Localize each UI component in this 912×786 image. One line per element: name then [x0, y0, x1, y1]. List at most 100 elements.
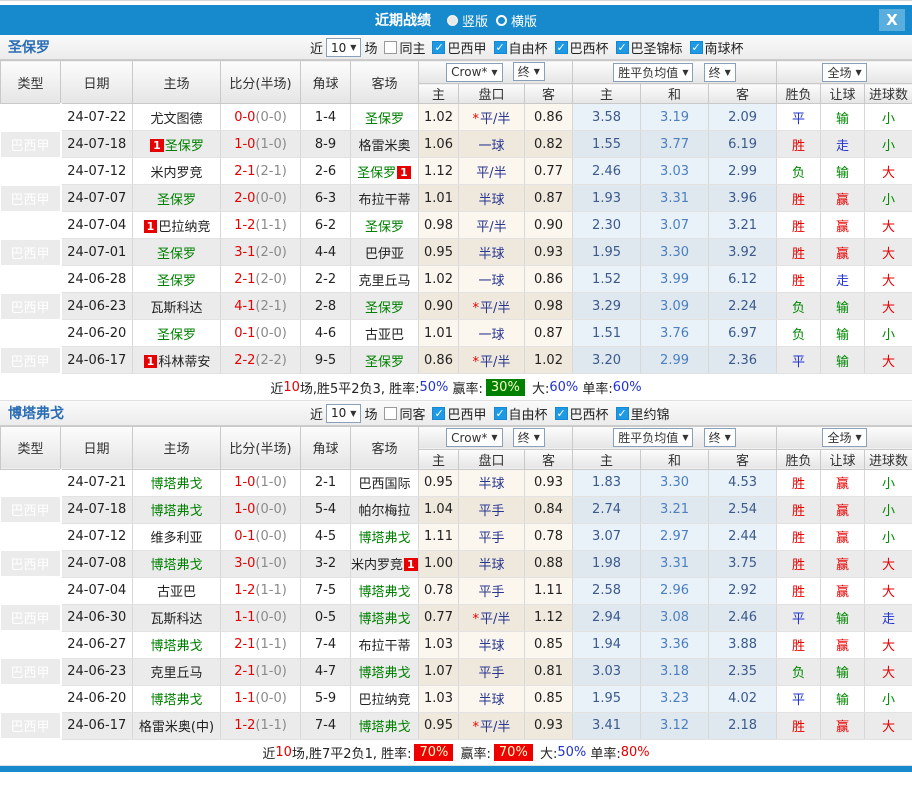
corners-cell: 2-2 [300, 265, 351, 293]
league-type-cell: 巴西甲 [0, 346, 62, 375]
handicap-cell: 平手 [458, 496, 525, 524]
fulltime-score: 2-2 [234, 352, 256, 368]
handicap-name: 平手 [478, 504, 505, 519]
mean-time-select[interactable]: 终 ▼ [703, 62, 736, 82]
away-team-name: 圣保罗 [364, 300, 404, 316]
fulltime-score: 1-0 [234, 475, 256, 490]
home-odds-cell: 0.95 [418, 469, 459, 497]
dropdown-arrow-icon: ▼ [533, 432, 540, 442]
summary-line: 近 10 场,胜5平2负3, 胜率: 50% 赢率: 30% 大: 60% 单率: 60% [0, 374, 912, 401]
away-odds-cell: 0.86 [524, 265, 574, 293]
odds-time-select[interactable]: 终 ▼ [512, 62, 545, 82]
league-checkbox-checked[interactable] [432, 41, 446, 54]
mean-away-cell: 6.97 [708, 319, 778, 347]
league-checkbox-checked[interactable] [493, 41, 507, 54]
league-checkbox-checked[interactable] [493, 406, 507, 420]
handicap-result-cell: 输 [820, 319, 866, 347]
match-row: 巴西甲 24-06-23 克里丘马 2-1(1-0) 4-7 博塔弗戈 1.07 平手 0.81… [0, 658, 912, 686]
mean-away-cell: 4.53 [708, 469, 778, 497]
score-cell: 1-0(1-0) [220, 469, 301, 497]
checkbox-label: 巴西杯 [569, 407, 609, 423]
halftime-score: (1-1) [255, 583, 287, 598]
mean-home-cell: 1.94 [572, 631, 642, 659]
winlose-result-cell: 胜 [776, 577, 822, 605]
result-text: 赢 [836, 246, 850, 262]
mean-home-cell: 3.03 [572, 658, 642, 686]
handicap-name: 平手 [478, 585, 505, 600]
checkbox-label: 南球杯 [704, 42, 744, 57]
scope-select[interactable]: 全场 ▼ [822, 62, 867, 82]
same-venue-checkbox[interactable] [384, 406, 398, 420]
handicap-cell: 一球 [458, 130, 525, 158]
col-type: 类型 [0, 425, 61, 470]
mean-value: 2.58 [592, 583, 621, 598]
league-checkbox-checked[interactable] [554, 406, 568, 420]
mean-value: 2.44 [728, 529, 758, 544]
match-count-select[interactable]: 10 ▼ [326, 38, 362, 57]
home-odds-cell: 1.03 [418, 631, 459, 659]
radio-horizontal-layout[interactable] [496, 14, 507, 26]
col-winlose: 胜负 [776, 83, 822, 104]
league-type-cell: 巴西甲 [0, 685, 62, 713]
mean-value: 6.12 [728, 271, 758, 287]
mean-value: 2.94 [592, 610, 621, 625]
mean-value: 3.30 [660, 475, 689, 490]
league-checkbox-checked[interactable] [689, 41, 703, 54]
league-checkbox-checked[interactable] [554, 41, 568, 54]
bookmaker-select[interactable]: Crow* ▼ [446, 62, 503, 82]
result-text: 赢 [836, 477, 850, 492]
bottom-bar [0, 766, 912, 772]
mean-home-cell: 1.95 [572, 685, 642, 713]
odds-time-select[interactable]: 终 ▼ [512, 427, 545, 447]
result-text: 胜 [792, 639, 806, 654]
goals-result-cell: 小 [864, 130, 912, 158]
summary-part: 70% [414, 744, 454, 761]
score-cell: 2-0(0-0) [220, 184, 301, 212]
mean-draw-cell: 3.08 [640, 604, 710, 632]
league-checkbox-checked[interactable] [432, 406, 446, 420]
bookmaker-select[interactable]: Crow* ▼ [446, 428, 503, 448]
mean-value: 2.92 [728, 583, 758, 598]
away-team-cell: 博塔弗戈 [350, 523, 419, 551]
result-text: 大 [882, 639, 896, 654]
league-type-cell: 巴西甲 [0, 523, 62, 551]
corners-cell: 4-6 [300, 319, 351, 347]
date-cell: 24-07-01 [60, 238, 133, 266]
mean-home-cell: 3.41 [572, 712, 642, 740]
close-button[interactable]: X [879, 9, 905, 31]
mean-time-select[interactable]: 终 ▼ [703, 428, 736, 447]
mean-draw-cell: 3.07 [640, 211, 710, 239]
corners-cell: 1-4 [300, 103, 351, 131]
away-team-name: 博塔弗戈 [358, 612, 411, 627]
league-checkbox-checked[interactable] [615, 406, 629, 420]
mean-value: 3.77 [660, 136, 689, 152]
col-handicap-result: 让球 [820, 448, 866, 470]
team-name: 圣保罗 [8, 40, 50, 56]
mean-value: 2.24 [728, 298, 758, 314]
result-text: 输 [836, 612, 850, 627]
match-count-select[interactable]: 10 ▼ [326, 403, 362, 423]
home-team-name: 圣保罗 [156, 273, 196, 289]
handicap-cell: *平/半 [458, 604, 525, 632]
mean-type-select[interactable]: 胜平负均值 ▼ [613, 428, 694, 447]
date-cell: 24-06-27 [60, 631, 133, 659]
result-text: 输 [836, 327, 850, 343]
rank-1-badge: 1 [150, 138, 164, 152]
mean-value: 2.46 [592, 163, 621, 179]
league-checkbox-checked[interactable] [615, 41, 629, 54]
mean-home-cell: 1.93 [572, 184, 642, 212]
same-venue-checkbox[interactable] [384, 41, 398, 54]
home-odds-cell: 0.78 [418, 577, 459, 605]
scope-select[interactable]: 全场 ▼ [822, 428, 867, 447]
mean-type-select[interactable]: 胜平负均值 ▼ [613, 62, 694, 82]
winlose-result-cell: 胜 [776, 184, 822, 212]
radio-vertical-layout[interactable] [446, 14, 458, 26]
home-team-name: 克里丘马 [150, 666, 203, 681]
away-team-cell: 帕尔梅拉 [350, 496, 419, 524]
score-cell: 1-0(1-0) [220, 130, 301, 158]
summary-part: 单率: [578, 381, 613, 397]
result-text: 小 [882, 327, 896, 343]
handicap-name: 平手 [478, 531, 505, 546]
mean-type-select-value: 胜平负均值 [618, 431, 679, 445]
result-text: 走 [836, 138, 850, 154]
